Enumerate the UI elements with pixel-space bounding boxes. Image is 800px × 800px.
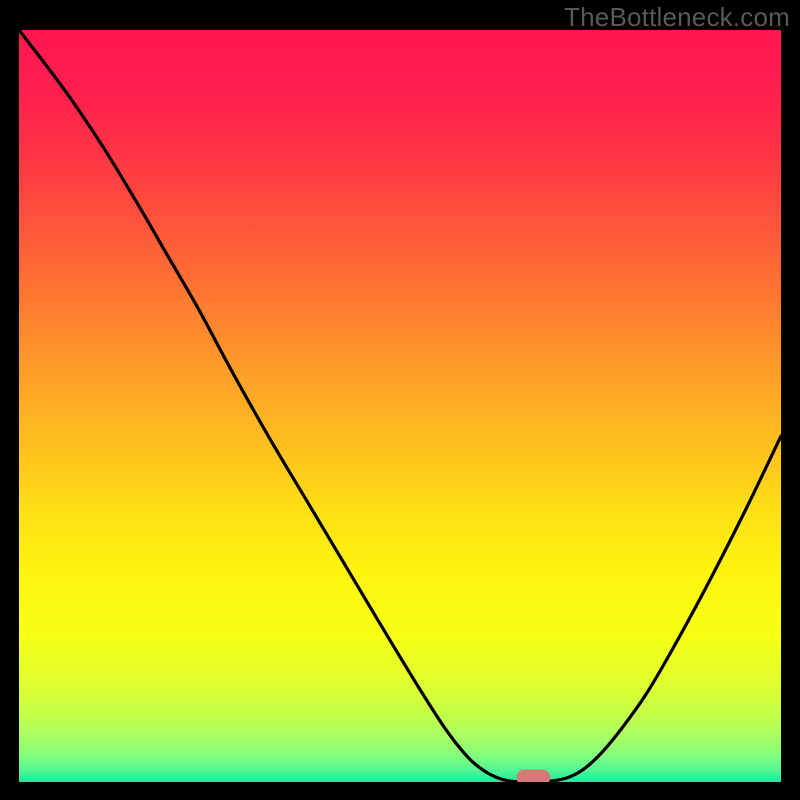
minimum-marker bbox=[516, 769, 550, 782]
watermark-text: TheBottleneck.com bbox=[564, 2, 790, 33]
gradient-background bbox=[19, 30, 781, 782]
plot-area bbox=[19, 30, 781, 782]
chart-svg bbox=[19, 30, 781, 782]
